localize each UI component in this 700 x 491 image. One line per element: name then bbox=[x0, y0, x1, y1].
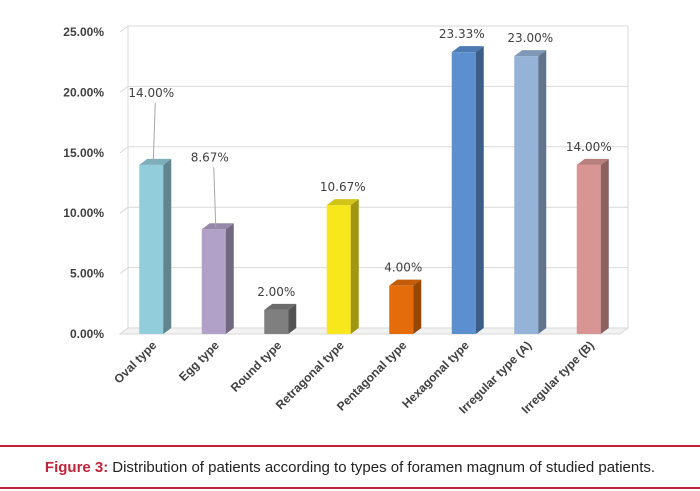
data-label-leader bbox=[213, 167, 217, 228]
x-tick-label: Round type bbox=[228, 338, 285, 395]
bar bbox=[576, 164, 601, 334]
bar-side bbox=[475, 46, 484, 335]
bar bbox=[451, 52, 476, 335]
data-label: 14.00% bbox=[128, 86, 174, 100]
bar bbox=[514, 56, 539, 334]
bar bbox=[264, 309, 289, 334]
bar-side bbox=[600, 158, 609, 334]
bar bbox=[326, 205, 351, 334]
data-label-leader bbox=[152, 102, 156, 163]
bar-side bbox=[538, 50, 547, 334]
y-tick-label: 25.00% bbox=[63, 25, 104, 39]
data-label: 23.00% bbox=[507, 31, 553, 45]
bar-top bbox=[514, 50, 547, 57]
y-tick-label: 5.00% bbox=[70, 267, 104, 281]
bar-side bbox=[350, 199, 359, 334]
bar-top bbox=[389, 279, 422, 286]
bar-top bbox=[576, 158, 609, 165]
y-tick-label: 20.00% bbox=[63, 85, 104, 99]
data-label: 2.00% bbox=[257, 285, 295, 299]
y-tick-label: 15.00% bbox=[63, 146, 104, 160]
caption-text: Distribution of patients according to ty… bbox=[112, 458, 656, 476]
caption-lead: Figure 3: bbox=[44, 458, 109, 476]
x-tick-label: Hexagonal type bbox=[399, 338, 472, 411]
x-tick-label: Oval type bbox=[111, 338, 159, 386]
bar bbox=[139, 164, 164, 334]
y-tick-label: 10.00% bbox=[63, 206, 104, 220]
chart-floor bbox=[118, 327, 630, 335]
gridline-side bbox=[119, 267, 129, 275]
bar-top bbox=[139, 158, 172, 165]
bar-side bbox=[163, 158, 172, 334]
gridline-side bbox=[119, 206, 129, 214]
bar-top bbox=[264, 303, 297, 310]
bar-chart: 0.00% 5.00% 10.00% 15.00% 20.00% 25.00% 14.00%… bbox=[63, 25, 630, 416]
data-label: 10.67% bbox=[320, 180, 366, 194]
bar bbox=[201, 229, 226, 334]
bar-top bbox=[201, 223, 234, 230]
data-label: 14.00% bbox=[566, 140, 612, 154]
bar-top bbox=[326, 199, 359, 206]
data-label: 23.33% bbox=[439, 27, 485, 41]
bar bbox=[389, 285, 414, 334]
figure-caption: Figure 3: Distribution of patients accor… bbox=[0, 445, 700, 489]
x-tick-label: Egg type bbox=[176, 338, 222, 384]
bar-side bbox=[225, 223, 234, 334]
bar-side bbox=[288, 303, 297, 334]
gridline-side bbox=[119, 25, 129, 33]
gridline-side bbox=[119, 86, 129, 93]
gridline-side bbox=[119, 146, 129, 154]
bar-side bbox=[413, 279, 422, 334]
data-label: 8.67% bbox=[191, 150, 229, 164]
bar-top bbox=[451, 46, 484, 53]
y-tick-label: 0.00% bbox=[70, 327, 104, 341]
data-label: 4.00% bbox=[384, 261, 422, 275]
